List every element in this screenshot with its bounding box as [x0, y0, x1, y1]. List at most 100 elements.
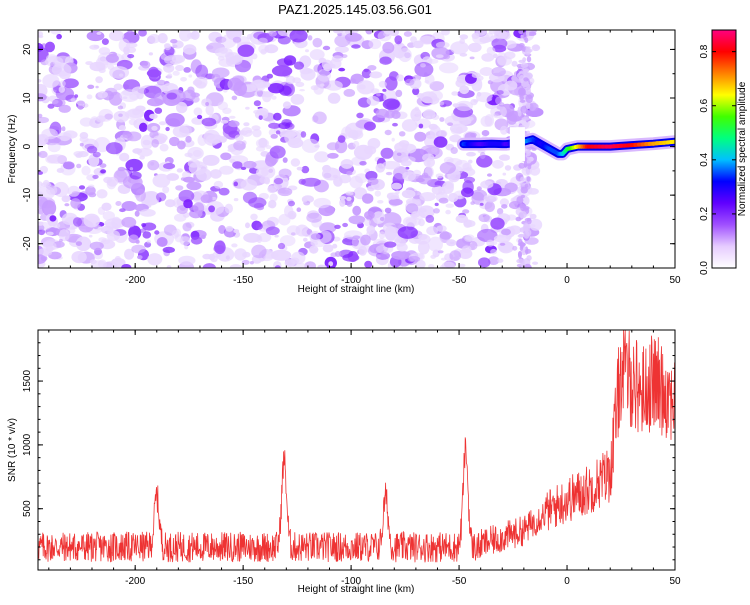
- noise-blob: [266, 226, 280, 235]
- noise-blob: [183, 199, 193, 208]
- noise-blob: [68, 186, 80, 197]
- noise-blob: [333, 29, 343, 34]
- noise-blob: [284, 55, 296, 65]
- noise-blob: [59, 80, 65, 86]
- noise-blob: [380, 217, 385, 221]
- noise-blob: [34, 93, 47, 101]
- noise-blob: [459, 264, 466, 267]
- noise-blob: [524, 37, 528, 43]
- noise-blob: [276, 130, 281, 134]
- noise-blob: [268, 83, 284, 93]
- noise-blob: [119, 153, 129, 162]
- noise-blob: [449, 250, 461, 261]
- noise-blob: [102, 38, 109, 45]
- noise-blob: [97, 189, 108, 198]
- noise-blob: [526, 103, 531, 109]
- noise-blob: [78, 151, 89, 157]
- noise-blob: [88, 185, 94, 188]
- noise-blob: [522, 117, 530, 121]
- noise-blob: [193, 150, 202, 157]
- noise-blob: [122, 131, 131, 138]
- noise-blob: [427, 59, 438, 64]
- x-tick-label: -150: [233, 275, 253, 286]
- noise-blob: [392, 123, 398, 127]
- noise-blob: [140, 229, 146, 233]
- noise-blob: [366, 225, 375, 234]
- noise-blob: [310, 49, 325, 60]
- noise-blob: [491, 38, 507, 49]
- noise-blob: [76, 241, 82, 246]
- noise-blob: [335, 46, 349, 53]
- noise-blob: [525, 184, 529, 188]
- noise-blob: [233, 229, 239, 233]
- noise-blob: [401, 156, 415, 162]
- noise-blob: [177, 141, 186, 150]
- noise-blob: [194, 77, 207, 89]
- noise-blob: [231, 55, 243, 65]
- noise-blob: [398, 226, 418, 239]
- noise-blob: [344, 89, 356, 97]
- colorbar-gradient: [712, 30, 736, 268]
- noise-blob: [440, 232, 452, 240]
- noise-blob: [505, 183, 518, 193]
- noise-blob: [180, 236, 191, 245]
- noise-blob: [119, 39, 130, 52]
- noise-blob: [405, 200, 422, 214]
- snr-series-line: [38, 330, 675, 562]
- noise-blob: [427, 161, 431, 166]
- noise-blob: [501, 204, 507, 209]
- noise-blob: [73, 217, 82, 227]
- noise-blob: [219, 188, 230, 196]
- noise-blob: [439, 101, 444, 105]
- noise-blob: [480, 203, 484, 206]
- noise-blob: [386, 172, 392, 175]
- noise-blob: [288, 201, 295, 207]
- noise-blob: [260, 49, 266, 55]
- noise-blob: [430, 255, 436, 259]
- noise-blob: [344, 230, 363, 239]
- noise-blob: [518, 111, 522, 117]
- colorbar-tick-label: 0.0: [699, 261, 710, 275]
- noise-blob: [439, 117, 444, 122]
- noise-blob: [141, 223, 146, 227]
- noise-blob: [327, 153, 339, 159]
- x-tick-label: -200: [125, 275, 145, 286]
- noise-blob: [396, 74, 404, 81]
- noise-blob: [392, 138, 395, 142]
- colorbar-tick-label: 0.4: [699, 152, 710, 166]
- noise-blob: [394, 35, 402, 44]
- noise-blob: [191, 237, 202, 245]
- noise-blob: [278, 243, 285, 249]
- noise-blob: [118, 106, 123, 110]
- noise-blob: [480, 152, 486, 159]
- noise-blob: [118, 167, 126, 171]
- noise-blob: [420, 63, 426, 67]
- noise-blob: [476, 92, 493, 102]
- noise-blob: [446, 204, 455, 208]
- noise-blob: [34, 196, 48, 208]
- spectrogram-x-label: Height of straight line (km): [298, 284, 415, 295]
- noise-blob: [418, 219, 425, 226]
- noise-blob: [137, 148, 153, 157]
- noise-blob: [128, 234, 138, 243]
- noise-blob: [156, 192, 166, 201]
- noise-blob: [274, 235, 278, 238]
- noise-blob: [428, 237, 443, 252]
- noise-blob: [521, 195, 525, 198]
- noise-blob: [52, 63, 72, 77]
- noise-blob: [219, 166, 234, 175]
- noise-blob: [157, 80, 166, 86]
- noise-blob: [356, 113, 363, 119]
- noise-blob: [484, 194, 498, 202]
- noise-blob: [456, 101, 473, 111]
- noise-blob: [271, 134, 278, 139]
- noise-blob: [234, 182, 238, 187]
- noise-blob: [256, 223, 263, 230]
- noise-blob: [384, 241, 396, 247]
- noise-blob: [317, 265, 327, 271]
- noise-blob: [278, 188, 293, 197]
- noise-blob: [87, 94, 93, 99]
- noise-blob: [97, 91, 108, 98]
- noise-blob: [153, 174, 171, 188]
